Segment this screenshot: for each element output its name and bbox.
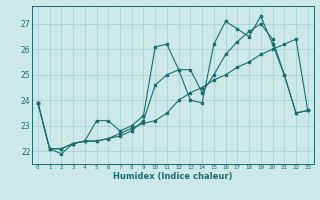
X-axis label: Humidex (Indice chaleur): Humidex (Indice chaleur) xyxy=(113,172,233,181)
